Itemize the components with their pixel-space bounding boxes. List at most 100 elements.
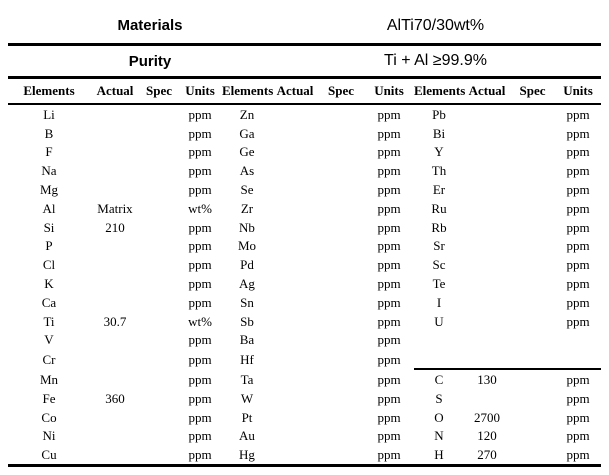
col-header-units-g3: Units <box>555 79 601 105</box>
actual-cell <box>464 180 510 199</box>
col-header-spec-g1: Spec <box>140 79 178 105</box>
spec-cell <box>510 312 555 331</box>
elements-cell: Ta <box>240 371 254 387</box>
elements-cell: Au <box>239 428 255 444</box>
elements-cell: H <box>434 447 444 463</box>
units-cell: ppm <box>566 144 590 160</box>
elements-cell: Bi <box>432 125 446 141</box>
col-header-actual-g3: Actual <box>464 79 510 105</box>
spec-cell <box>140 143 178 162</box>
elements-cell: Li <box>43 106 55 122</box>
units-cell: ppm <box>377 313 401 329</box>
actual-cell <box>464 389 510 408</box>
elements-cell: P <box>45 238 53 254</box>
spec-cell <box>140 104 178 124</box>
spec-cell <box>140 349 178 369</box>
elements-cell: Mo <box>237 238 257 254</box>
elements-cell: Ni <box>42 428 56 444</box>
table-row: Cl ppm Pd ppm Sc ppm <box>8 255 601 274</box>
table-row: Na ppm As ppm Th ppm <box>8 161 601 180</box>
spec-cell <box>318 161 364 180</box>
elements-cell: Te <box>432 276 446 292</box>
spec-cell <box>510 180 555 199</box>
spec-cell <box>140 408 178 427</box>
actual-cell <box>464 293 510 312</box>
actual-cell <box>272 293 318 312</box>
spec-cell <box>318 445 364 465</box>
col-header-units-g1: Units <box>178 79 222 105</box>
units-cell: ppm <box>377 163 401 179</box>
spec-cell <box>510 389 555 408</box>
units-cell: ppm <box>188 351 212 367</box>
units-cell: ppm <box>377 276 401 292</box>
units-cell: ppm <box>188 182 212 198</box>
elements-cell: V <box>44 332 54 348</box>
actual-cell <box>90 369 140 389</box>
spec-cell <box>510 237 555 256</box>
spec-cell <box>140 199 178 218</box>
elements-cell: Ti <box>43 313 55 329</box>
spec-cell <box>140 218 178 237</box>
elements-cell: Pt <box>241 409 253 425</box>
actual-cell <box>272 104 318 124</box>
actual-cell <box>90 293 140 312</box>
actual-cell: 130 <box>464 368 510 389</box>
elements-cell <box>414 349 464 369</box>
units-cell: ppm <box>188 144 212 160</box>
table-row: Cu ppm Hg ppm H 270 ppm <box>8 445 601 465</box>
actual-cell <box>90 408 140 427</box>
units-cell: wt% <box>188 313 212 329</box>
spec-cell <box>140 124 178 143</box>
spec-cell <box>318 293 364 312</box>
units-cell: ppm <box>188 447 212 463</box>
units-cell: ppm <box>377 294 401 310</box>
units-cell: ppm <box>188 294 212 310</box>
units-cell: ppm <box>188 238 212 254</box>
elements-cell: Cr <box>42 351 56 367</box>
table-row: Ni ppm Au ppm N 120 ppm <box>8 427 601 446</box>
table-row: Al Matrix wt% Zr ppm Ru ppm <box>8 199 601 218</box>
purity-row: Purity Ti + Al ≥99.9% <box>8 46 601 79</box>
actual-cell <box>90 124 140 143</box>
units-cell: ppm <box>377 200 401 216</box>
actual-cell <box>464 349 510 369</box>
actual-cell: Matrix <box>97 200 133 216</box>
col-header-elements-g1: Elements <box>8 79 90 105</box>
actual-cell <box>272 218 318 237</box>
actual-cell <box>272 237 318 256</box>
units-cell: ppm <box>188 332 212 348</box>
elements-cell: Zn <box>239 106 255 122</box>
spec-cell <box>318 143 364 162</box>
actual-cell <box>464 331 510 350</box>
col-header-actual-g2: Actual <box>272 79 318 105</box>
actual-cell <box>464 104 510 124</box>
actual-cell: 120 <box>477 428 497 444</box>
actual-cell <box>90 445 140 465</box>
elements-cell: Ag <box>239 276 255 292</box>
actual-cell <box>464 143 510 162</box>
spec-cell <box>318 218 364 237</box>
elements-cell: O <box>434 409 444 425</box>
units-cell: ppm <box>566 257 590 273</box>
table-row: Si 210 ppm Nb ppm Rb ppm <box>8 218 601 237</box>
actual-cell <box>90 427 140 446</box>
units-cell: ppm <box>566 313 590 329</box>
units-cell: ppm <box>188 125 212 141</box>
col-header-spec-g3: Spec <box>510 79 555 105</box>
spec-cell <box>510 104 555 124</box>
elements-cell: Pd <box>240 257 254 273</box>
actual-cell <box>90 255 140 274</box>
spec-cell <box>140 331 178 350</box>
actual-cell <box>90 180 140 199</box>
units-cell: ppm <box>377 238 401 254</box>
elements-cell: As <box>239 163 255 179</box>
actual-cell <box>90 237 140 256</box>
elements-cell: Ge <box>239 144 255 160</box>
table-row: Mn ppm Ta ppm C 130 ppm <box>8 368 601 389</box>
elements-cell: Cl <box>42 257 56 273</box>
spec-cell <box>510 445 555 465</box>
